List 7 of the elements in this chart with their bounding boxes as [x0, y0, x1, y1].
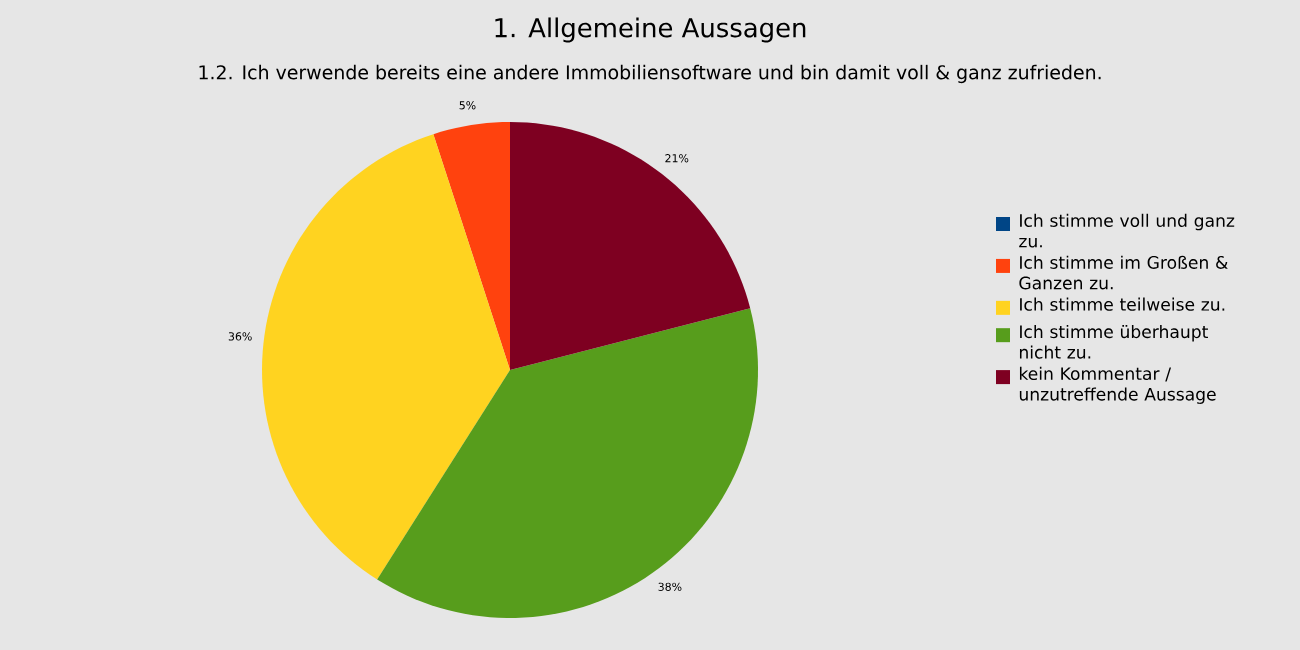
legend-label: kein Kommentar / unzutreffende Aussage: [1019, 366, 1216, 404]
legend-label: Ich stimme im Großen & Ganzen zu.: [1019, 255, 1228, 290]
chart-title: 1. Allgemeine Aussagen: [495, 17, 806, 43]
legend-label: Ich stimme überhaupt nicht zu.: [1019, 324, 1208, 359]
chart-subtitle: 1.2. Ich verwende bereits eine andere Immobiliensoftware und bin damit voll & ganz zufrieden.: [199, 64, 1101, 84]
legend-label: Ich stimme voll und ganz zu.: [1019, 213, 1235, 248]
legend-label: Ich stimme teilweise zu.: [1020, 297, 1225, 311]
